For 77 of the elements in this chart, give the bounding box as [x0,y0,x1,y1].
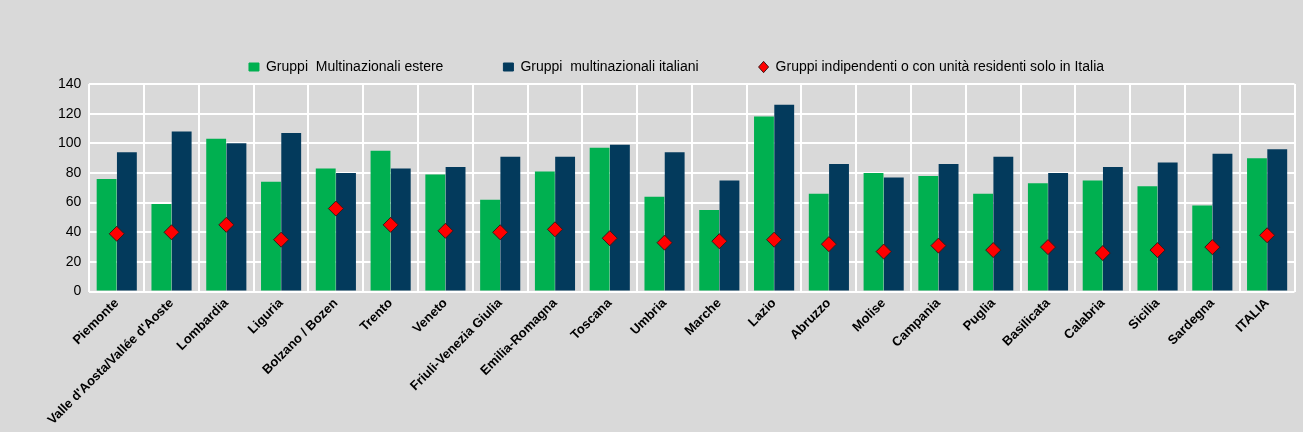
bar [281,132,302,291]
point [273,231,290,248]
bar [863,172,884,291]
point [108,225,125,242]
y-tick-label: 120 [58,104,82,121]
bar [1212,153,1233,291]
bar [938,164,959,291]
bar [555,156,576,291]
bar [829,164,849,291]
point [875,243,892,260]
point [327,200,344,217]
point [1094,245,1111,262]
point [766,231,783,248]
y-tick-label: 80 [65,163,82,180]
bar [973,193,994,291]
bar [1192,205,1213,291]
bar [116,152,137,291]
legend-label: Gruppi multinazionali italiani [520,57,699,74]
y-tick-label: 60 [65,193,82,210]
point [656,234,673,251]
bar [261,181,281,291]
bar [609,144,630,291]
point [1149,242,1166,259]
bar [500,156,521,291]
point [382,216,399,233]
y-tick-label: 100 [58,134,82,151]
legend-label: Gruppi Multinazionali estere [265,57,444,74]
bar [1082,180,1103,291]
point [546,221,563,238]
bar [754,116,774,291]
bar [774,104,795,291]
bar [425,174,446,291]
point [437,222,454,239]
point [1204,239,1221,256]
bar [719,180,740,291]
bar [171,131,192,291]
point [985,242,1002,259]
bar [1102,167,1123,291]
bar [370,150,391,291]
bar [808,193,829,291]
point [492,224,509,241]
bar [993,156,1014,291]
bar [1157,162,1178,291]
bar [206,138,227,291]
legend-label: Gruppi indipendenti o con unità residenti solo in Italia [775,57,1105,74]
bar [534,171,555,291]
point [218,216,235,233]
point [601,230,618,247]
bar [664,152,685,291]
bar [96,178,117,291]
point [1259,227,1276,244]
bar [1048,172,1069,291]
point [1039,239,1056,256]
point [711,233,728,250]
bar [1027,183,1048,291]
y-tick-label: 140 [58,74,82,91]
bar [226,143,247,291]
bar [315,168,336,291]
y-tick-label: 40 [65,223,82,240]
bar [480,199,500,291]
y-tick-label: 20 [65,252,82,269]
bar [1247,158,1267,291]
bar [918,175,939,291]
bar [151,204,172,291]
point [820,236,837,253]
bar [883,177,904,291]
bar [336,172,356,291]
bar [1137,186,1158,291]
bar [390,168,411,291]
bar [699,210,720,291]
bar [1267,149,1288,291]
point [163,224,180,241]
y-tick-label: 0 [73,282,82,299]
bar [445,167,466,291]
bar [644,196,665,291]
point [930,237,947,254]
bar [589,147,610,291]
